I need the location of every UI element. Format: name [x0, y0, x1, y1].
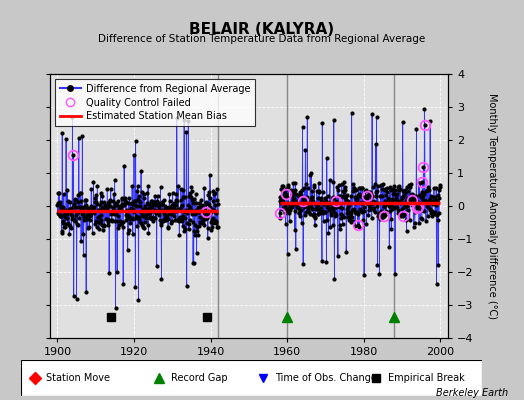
Text: Empirical Break: Empirical Break [388, 373, 464, 383]
Text: Time of Obs. Change: Time of Obs. Change [275, 373, 376, 383]
Legend: Difference from Regional Average, Quality Control Failed, Estimated Station Mean: Difference from Regional Average, Qualit… [54, 79, 255, 126]
Text: Berkeley Earth: Berkeley Earth [436, 388, 508, 398]
Text: Station Move: Station Move [46, 373, 111, 383]
Y-axis label: Monthly Temperature Anomaly Difference (°C): Monthly Temperature Anomaly Difference (… [487, 93, 497, 319]
Text: Difference of Station Temperature Data from Regional Average: Difference of Station Temperature Data f… [99, 34, 425, 44]
FancyBboxPatch shape [21, 360, 482, 396]
Text: BELAIR (KALYRA): BELAIR (KALYRA) [190, 22, 334, 37]
Text: Record Gap: Record Gap [171, 373, 227, 383]
